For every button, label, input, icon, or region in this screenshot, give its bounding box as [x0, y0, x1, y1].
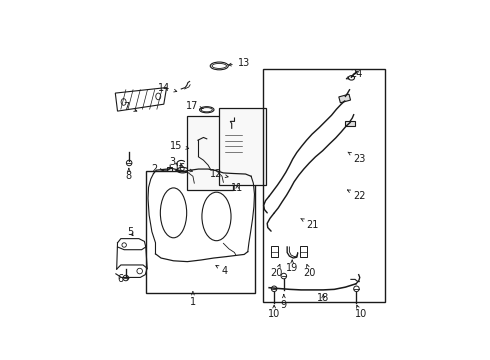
Bar	[263, 69, 385, 302]
Bar	[167, 167, 172, 171]
Text: 20: 20	[270, 264, 283, 278]
Bar	[271, 246, 278, 257]
Text: 24: 24	[346, 69, 363, 79]
Text: 5: 5	[127, 227, 133, 237]
Text: 21: 21	[301, 219, 318, 230]
Bar	[219, 108, 266, 185]
Bar	[300, 246, 307, 257]
Text: 14: 14	[158, 82, 177, 93]
Text: 10: 10	[268, 305, 280, 319]
Text: 16: 16	[174, 163, 193, 174]
Text: 22: 22	[347, 190, 366, 201]
Bar	[187, 116, 233, 190]
Bar	[146, 171, 255, 293]
Text: 12: 12	[210, 169, 228, 179]
Bar	[345, 121, 355, 126]
Text: 1: 1	[190, 292, 196, 307]
Bar	[193, 141, 203, 157]
Bar	[339, 94, 350, 103]
Text: 19: 19	[286, 260, 298, 273]
Text: 18: 18	[317, 293, 329, 303]
Text: 10: 10	[354, 305, 367, 319]
Text: 2: 2	[151, 164, 163, 174]
Text: 17: 17	[186, 102, 203, 111]
Text: 13: 13	[228, 58, 250, 68]
Text: 3: 3	[170, 157, 182, 167]
Text: 6: 6	[117, 274, 130, 284]
Text: 23: 23	[348, 152, 366, 164]
FancyBboxPatch shape	[222, 127, 245, 162]
Text: 8: 8	[126, 168, 132, 181]
Text: 15: 15	[170, 141, 189, 151]
Text: 7: 7	[123, 102, 137, 112]
Text: 9: 9	[281, 294, 287, 310]
Text: 4: 4	[216, 265, 228, 276]
Text: 20: 20	[304, 264, 316, 278]
Text: 11: 11	[231, 183, 244, 193]
